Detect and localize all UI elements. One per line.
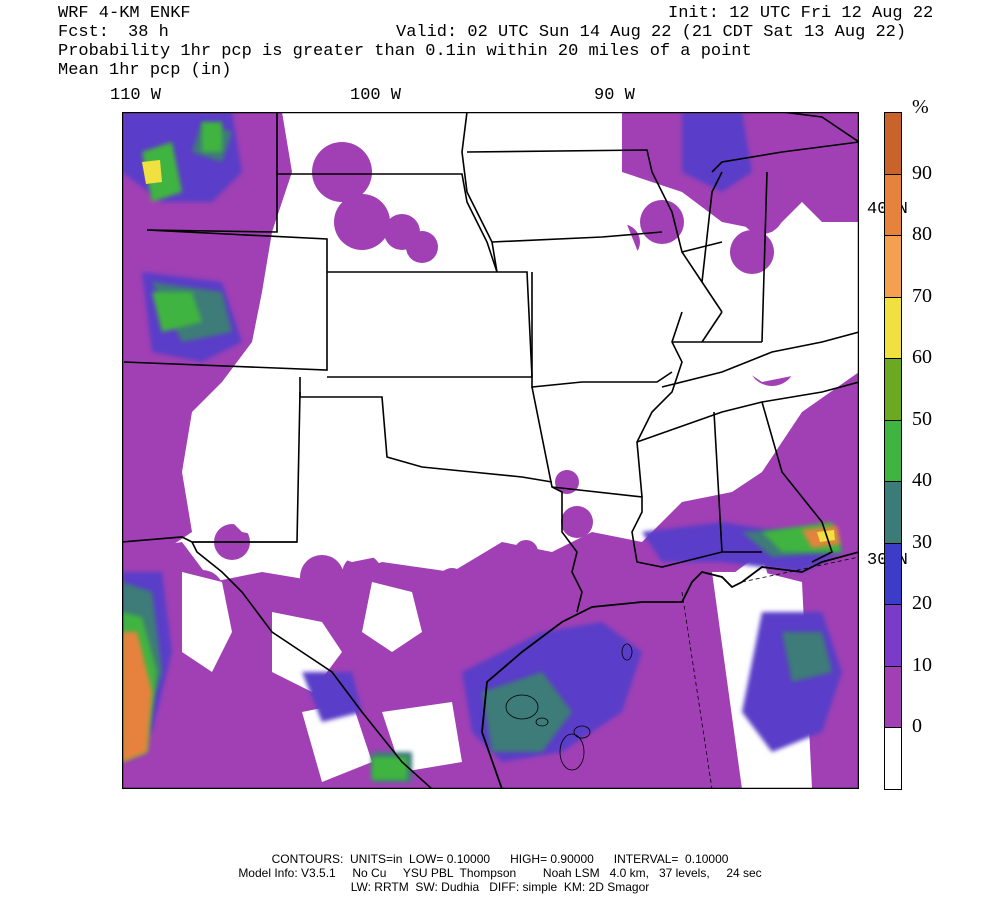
colorbar-tick-label: 90 bbox=[912, 161, 932, 184]
colorbar-tick-label: 0 bbox=[912, 715, 922, 738]
colorbar-segment bbox=[884, 481, 902, 544]
coastline bbox=[481, 551, 859, 789]
colorbar-tick-label: 30 bbox=[912, 530, 932, 553]
colorbar-tick-label: 70 bbox=[912, 284, 932, 307]
colorbar-tick-label: 60 bbox=[912, 346, 932, 369]
colorbar-segment bbox=[884, 358, 902, 421]
forecast-hour: 38 h bbox=[128, 23, 169, 42]
offshore-boundary-east bbox=[741, 556, 859, 583]
footer-model-info: Model Info: V3.5.1 No Cu YSU PBL Thompso… bbox=[238, 866, 762, 880]
colorbar-tick-label: 10 bbox=[912, 653, 932, 676]
state-boundaries bbox=[122, 112, 859, 789]
field-description: Probability 1hr pcp is greater than 0.1i… bbox=[58, 42, 752, 61]
colorbar-segment bbox=[884, 112, 902, 175]
colorbar-segment bbox=[884, 235, 902, 298]
probability-shading-yellow bbox=[142, 160, 835, 542]
colorbar-segment bbox=[884, 419, 902, 483]
colorbar-segment bbox=[884, 296, 902, 360]
valid-time: Valid: 02 UTC Sun 14 Aug 22 (21 CDT Sat … bbox=[396, 23, 907, 42]
model-title: WRF 4-KM ENKF bbox=[58, 4, 191, 23]
colorbar-tick-label: 50 bbox=[912, 407, 932, 430]
lon-label-100w: 100 W bbox=[350, 86, 402, 105]
forecast-label: Fcst: bbox=[58, 23, 110, 42]
colorbar-segment bbox=[884, 727, 902, 790]
colorbar-segment bbox=[884, 665, 902, 729]
colorbar-segment bbox=[884, 173, 902, 237]
colorbar-tick-label: 20 bbox=[912, 592, 932, 615]
offshore-boundary bbox=[681, 591, 713, 789]
probability-map bbox=[122, 112, 859, 789]
colorbar-tick-label: 40 bbox=[912, 469, 932, 492]
colorbar bbox=[884, 112, 904, 790]
colorbar-tick-label: 80 bbox=[912, 223, 932, 246]
contour-description: Mean 1hr pcp (in) bbox=[58, 61, 232, 80]
footer-contours: CONTOURS: UNITS=in LOW= 0.10000 HIGH= 0.… bbox=[271, 852, 729, 866]
lon-label-90w: 90 W bbox=[594, 86, 635, 105]
colorbar-segment bbox=[884, 604, 902, 667]
init-time: Init: 12 UTC Fri 12 Aug 22 bbox=[668, 4, 934, 23]
footer-physics: LW: RRTM SW: Dudhia DIFF: simple KM: 2D … bbox=[350, 880, 650, 894]
colorbar-segment bbox=[884, 542, 902, 606]
lon-label-110w: 110 W bbox=[110, 86, 162, 105]
colorbar-unit: % bbox=[912, 96, 929, 118]
mean-pcp-contours bbox=[505, 643, 633, 771]
